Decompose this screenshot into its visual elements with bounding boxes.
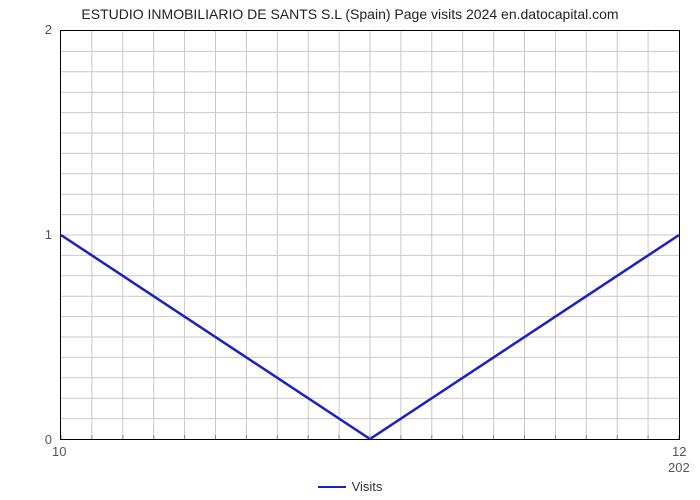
legend-swatch bbox=[318, 486, 346, 488]
legend-item-visits: Visits bbox=[318, 479, 383, 494]
y-tick-label: 0 bbox=[12, 432, 52, 447]
legend-label: Visits bbox=[352, 479, 383, 494]
chart-container: ESTUDIO INMOBILIARIO DE SANTS S.L (Spain… bbox=[0, 0, 700, 500]
y-tick-label: 2 bbox=[12, 22, 52, 37]
plot-area bbox=[60, 30, 680, 440]
plot-svg bbox=[61, 31, 679, 439]
legend: Visits bbox=[0, 475, 700, 495]
x-tick-label: 10 bbox=[52, 444, 66, 459]
x-tick-label: 12 bbox=[672, 444, 686, 459]
y-tick-label: 1 bbox=[12, 227, 52, 242]
x-tick-secondary-label: 202 bbox=[668, 460, 690, 475]
chart-title: ESTUDIO INMOBILIARIO DE SANTS S.L (Spain… bbox=[0, 6, 700, 22]
